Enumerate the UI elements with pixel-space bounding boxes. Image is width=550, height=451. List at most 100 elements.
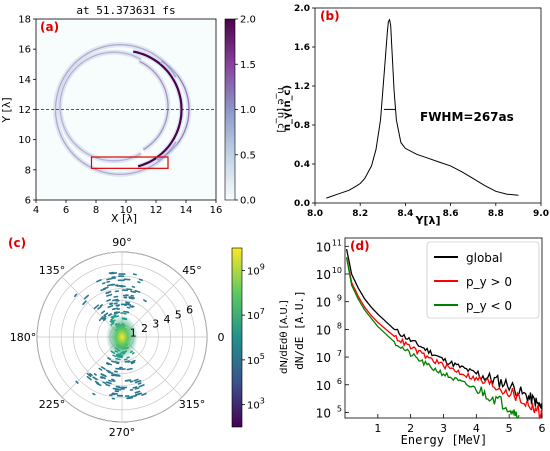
panel-c-angle-tick-label: 270° [109, 426, 136, 439]
panel-c-emission-mark [114, 360, 120, 364]
panel-d-ylabel: dN/dE [A.U.] [293, 290, 306, 369]
panel-a-colorbar-label: n_e [n_c] [275, 87, 286, 132]
panel-d-ytick-exponent: 5 [337, 404, 342, 413]
panel-c-emission-mark [98, 367, 103, 371]
panel-a-ytick-label: 6 [25, 196, 31, 207]
panel-c-emission-mark [99, 304, 103, 307]
panel-c-emission-mark [82, 300, 87, 306]
panel-c-emission-mark [130, 290, 136, 294]
panel-c-emission-mark [143, 299, 147, 303]
panel-c-emission-lobes [73, 271, 147, 400]
panel-c-emission-mark [89, 372, 93, 377]
panel-b-xtick-label: 8.0 [307, 209, 323, 219]
panel-c-emission-mark [138, 278, 143, 282]
panel-a-arc [54, 43, 177, 176]
panel-b-series-line [326, 18, 519, 199]
panel-d-series-1-line [345, 257, 543, 420]
panel-c-emission-mark [135, 392, 142, 396]
panel-c-emission-mark [92, 392, 96, 396]
panel-c-emission-mark [125, 301, 131, 304]
panel-d-legend: global p_y > 0 p_y < 0 [426, 241, 540, 319]
panel-a-cbar-tick-label: 1.5 [240, 60, 256, 71]
panel-d-ytick-label: 10 [316, 240, 331, 254]
panel-c-emission-mark [107, 304, 114, 309]
panel-c-emission-mark [138, 384, 145, 388]
panel-a-cbar-tick-label: 2.0 [240, 15, 256, 26]
panel-a-cbar-tick-label: 1.0 [240, 105, 256, 116]
panel-a-cbar-tick-label: 0.5 [240, 150, 256, 161]
panel-c-emission-mark [123, 310, 130, 314]
panel-c-emission-mark [106, 298, 111, 302]
panel-a-arc [132, 50, 183, 168]
panel-c-emission-mark [102, 381, 107, 385]
panel-d-xtick-label: 5 [506, 422, 513, 435]
panel-a-arc [59, 51, 142, 162]
panel-d-ytick-exponent: 9 [337, 294, 342, 303]
panel-d-xlabel: Energy [MeV] [401, 433, 488, 447]
panel-c-emission-mark [92, 376, 98, 381]
panel-c-emission-mark [115, 367, 122, 370]
panel-c-emission-mark [111, 276, 117, 280]
panel-c-emission-mark [96, 382, 102, 387]
panel-c-emission-mark [112, 387, 119, 391]
panel-c-emission-mark [126, 288, 133, 291]
panel-c-emission-mark [105, 362, 110, 366]
panel-c-emission-mark [105, 290, 112, 294]
panel-c-emission-mark [100, 287, 107, 292]
panel-c-emission-mark [131, 305, 135, 308]
panel-c-emission-mark [106, 293, 113, 297]
panel-c-emission-mark [113, 307, 119, 310]
panel-c-radial-tick-label: 6 [186, 304, 193, 317]
panel-a-colorbar [224, 18, 236, 201]
panel-a-arc-halo [52, 42, 179, 177]
panel-c-label: (c) [8, 236, 26, 250]
panel-c-emission-mark [113, 312, 118, 315]
panel-c-emission-mark [106, 277, 113, 281]
panel-a-ytick-label: 18 [18, 15, 31, 26]
panel-c-emission-mark [130, 394, 137, 398]
panel-b-xtick-label: 9.0 [533, 209, 549, 219]
panel-a-colorbar-ticks: 0.0 0.5 1.0 1.5 2.0 [235, 15, 256, 207]
panel-c-cbar-tick-label: 103 [247, 397, 265, 412]
panel-c-emission-mark [106, 280, 110, 283]
panel-d-ytick-exponent: 8 [337, 321, 342, 330]
panel-b-xtick-label: 8.4 [397, 209, 413, 219]
panel-c-emission-mark [134, 390, 141, 394]
panel-c-angle-tick-label: 135° [39, 264, 66, 277]
panel-a: at 51.373631 fs 4 6 8 10 12 14 16681012141618 … [0, 4, 286, 225]
panel-d-xtick-label: 3 [440, 422, 447, 435]
panel-c-emission-mark [105, 383, 111, 387]
panel-c-emission-mark [100, 373, 107, 378]
panel-b-ytick-label: 2.0 [294, 4, 310, 14]
panel-c-emission-mark [108, 379, 112, 382]
panel-c-emission-mark [97, 305, 102, 310]
panel-c-radial-tick-label: 4 [164, 313, 171, 326]
panel-c-emission-mark [131, 285, 136, 288]
panel-b-ytick-label: 0.8 [294, 121, 310, 131]
panel-c-emission-mark [124, 303, 132, 306]
panel-c-emission-mark [106, 381, 112, 385]
panel-b-label: (b) [320, 9, 340, 23]
panel-a-cbar-tick-label: 0.0 [240, 196, 256, 207]
panel-a-title: at 51.373631 fs [76, 4, 175, 17]
panel-d-ytick-exponent: 7 [337, 349, 342, 358]
panel-c-cbar-tick-label: 105 [247, 352, 265, 367]
panel-b-xlabel: Y[λ] [415, 214, 441, 227]
panel-c-radial-tick-label: 1 [130, 327, 137, 340]
panel-d-series-2-line [345, 257, 520, 419]
panel-c-emission-mark [107, 357, 112, 361]
panel-c-emission-mark [110, 360, 115, 363]
panel-a-ytick-label: 14 [18, 75, 31, 86]
panel-a-highlight-box [90, 156, 169, 169]
panel-c-emission-mark [108, 313, 112, 317]
panel-b-ticks: 8.0 8.2 8.4 8.6 8.8 9.0 0.0 0.4 0.8 1.2 1.6 2.0 [294, 4, 549, 219]
panel-d-xtick-label: 6 [539, 422, 546, 435]
panel-c-emission-mark [103, 312, 109, 317]
panel-c-radial-tick-label: 3 [152, 317, 159, 330]
panel-b-ylabel: n_γ(n_c) [282, 85, 293, 131]
panel-c-angle-tick-label: 0 [218, 331, 225, 344]
